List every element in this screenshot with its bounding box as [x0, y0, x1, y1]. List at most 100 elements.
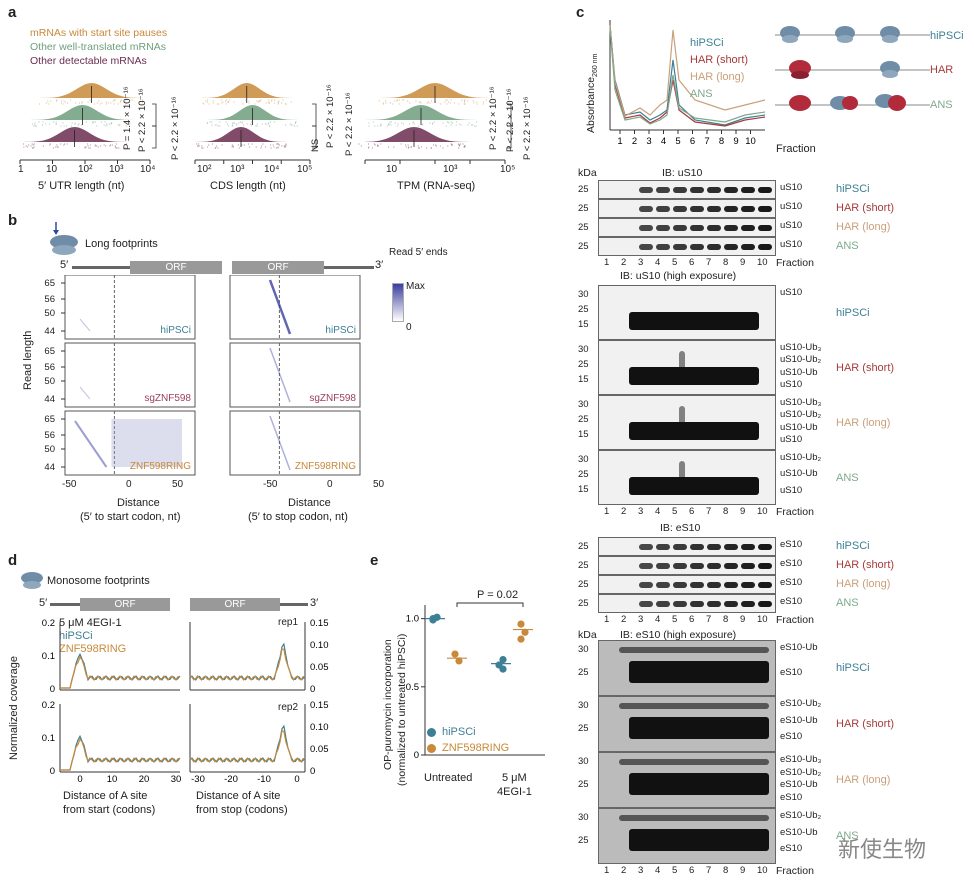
c-trace-2 [609, 24, 766, 117]
d-ytick-left-1-2: 0 [50, 766, 55, 777]
b-heatmap-0-0 [64, 275, 196, 340]
blot-frac-180-0: 1 [604, 257, 610, 268]
d-trace-1-1 [189, 648, 306, 681]
blot-lane-640-0 [598, 640, 776, 696]
blot-band [758, 225, 772, 231]
c-ribosome-diagrams [775, 26, 930, 111]
panel-a-letter: a [8, 4, 17, 21]
b-xtick1-1: 0 [126, 479, 132, 490]
blot-frac-537-9: 10 [757, 614, 768, 625]
d-trace-2-0 [60, 734, 181, 771]
blot-band-label-285-1-3: uS10 [780, 378, 803, 390]
e-point-1-0 [451, 650, 459, 658]
b-xlabel2b: (5′ to stop codon, nt) [248, 511, 348, 523]
a-ridge-0-2 [20, 127, 150, 142]
blot-band [741, 563, 755, 569]
blot-mw-640-0-0: 30 [578, 644, 589, 655]
blot-mw-640-2-1: 25 [578, 779, 589, 790]
e-scatter: 1.0 0.5 0 [406, 602, 545, 761]
b-heatmap-2-0 [64, 410, 196, 476]
a-ridge-1-2 [195, 127, 310, 142]
d-rep1: rep1 [278, 617, 299, 628]
blot-band-label-180-2-0: uS10 [780, 220, 803, 231]
d-ytick-left-1-1: 0.1 [42, 733, 55, 744]
blot-mw-180-1-0: 25 [578, 203, 589, 214]
c-blot1-title: IB: uS10 [662, 167, 703, 179]
c-trace-3 [609, 27, 766, 125]
c-frac-tick-8: 9 [733, 136, 738, 145]
blot-band [724, 187, 738, 193]
blot-lane-180-0 [598, 180, 776, 199]
blot-band [629, 422, 759, 440]
blot-band [619, 647, 769, 653]
blot-lane-285-1 [598, 340, 776, 395]
blot-frac-285-2: 3 [638, 506, 644, 517]
b-signal-diag [74, 420, 108, 468]
b-heatmaps: hiPSCi hiPSCi 65 56 50 44 sgZNF598 sgZNF598 65 56… [44, 275, 361, 476]
b-ytick-0-2: 50 [44, 308, 55, 319]
b-heatmap-1-0 [64, 342, 196, 408]
blot-band [690, 544, 704, 550]
blot-band [639, 582, 653, 588]
blot-band [707, 601, 721, 607]
blot-band [690, 187, 704, 193]
blot-band [673, 601, 687, 607]
blot-band [679, 461, 685, 491]
blot-frac-label-285: Fraction [776, 506, 814, 518]
b-title: Long footprints [85, 238, 158, 250]
panel-c-letter: c [576, 4, 585, 21]
e-ytick-0: 1.0 [406, 614, 419, 625]
b-signal-0 [268, 279, 292, 335]
e-legend-dot-znf [427, 744, 436, 753]
blot-band-label-640-3-2: eS10 [780, 843, 803, 855]
d-legend-znf: ZNF598RING [59, 643, 127, 655]
blot-frac-180-1: 2 [621, 257, 627, 268]
blot-band [724, 206, 738, 212]
c-fraction-label: Fraction [776, 143, 816, 155]
b-row-label-0-0: hiPSCi [160, 325, 191, 336]
c-frac-tick-6: 7 [704, 136, 709, 145]
blot-frac-537-7: 8 [723, 614, 729, 625]
blot-frac-180-2: 3 [638, 257, 644, 268]
blot-mw-180-0-0: 25 [578, 184, 589, 195]
blot-band [656, 563, 670, 569]
b-orf-box-1: ORF [130, 261, 222, 274]
c-absorbance-plot: 1 2 3 4 5 6 7 8 9 10 [609, 20, 766, 145]
d-ytick-left-0-1: 0.1 [42, 651, 55, 662]
e-point-1-1 [455, 657, 463, 665]
blot-mw-640-1-0: 30 [578, 700, 589, 711]
a-xlabel-3: TPM (RNA-seq) [397, 180, 476, 192]
blot-frac-640-4: 5 [672, 865, 678, 876]
legend-well: Other well-translated mRNAs [30, 41, 166, 53]
blot-band [741, 244, 755, 250]
e-legend-hipsci: hiPSCi [442, 726, 476, 738]
blot-mw-285-3-2: 15 [578, 484, 589, 495]
d-title: Monosome footprints [47, 575, 150, 587]
d-rep2: rep2 [278, 702, 299, 713]
blot-lane-537-2 [598, 575, 776, 594]
blot-frac-285-8: 9 [740, 506, 746, 517]
blot-lane-285-3 [598, 450, 776, 505]
d-trace-3-0 [189, 724, 306, 763]
e-legend-dot-hipsci [427, 728, 436, 737]
e-ylabel: OP-puromycin incorporation [382, 639, 394, 770]
b-scale-min: 0 [406, 322, 412, 333]
blot-condition-537-1: HAR (short) [836, 558, 895, 571]
d-ytick-left-0-2: 0 [50, 684, 55, 695]
blot-band [656, 187, 670, 193]
blot-frac-537-5: 6 [689, 614, 695, 625]
blot-band-label-537-1-0: eS10 [780, 558, 803, 569]
d-ytick-right-1-0: 0.15 [310, 700, 329, 711]
b-row-label-1-0: sgZNF598 [144, 393, 191, 404]
blot-band [673, 544, 687, 550]
blot-band [724, 544, 738, 550]
blot-mw-285-2-1: 25 [578, 414, 589, 425]
blot-lane-640-3 [598, 808, 776, 864]
b-row-label-0-1: hiPSCi [325, 325, 356, 336]
blot-band-label-180-0-0: uS10 [780, 182, 803, 193]
blot-lane-180-2 [598, 218, 776, 237]
blot-band [629, 773, 769, 795]
d-trace-0-0 [60, 652, 181, 689]
blot4-condition-0: hiPSCi [836, 662, 870, 674]
b-colorscale [392, 283, 404, 322]
